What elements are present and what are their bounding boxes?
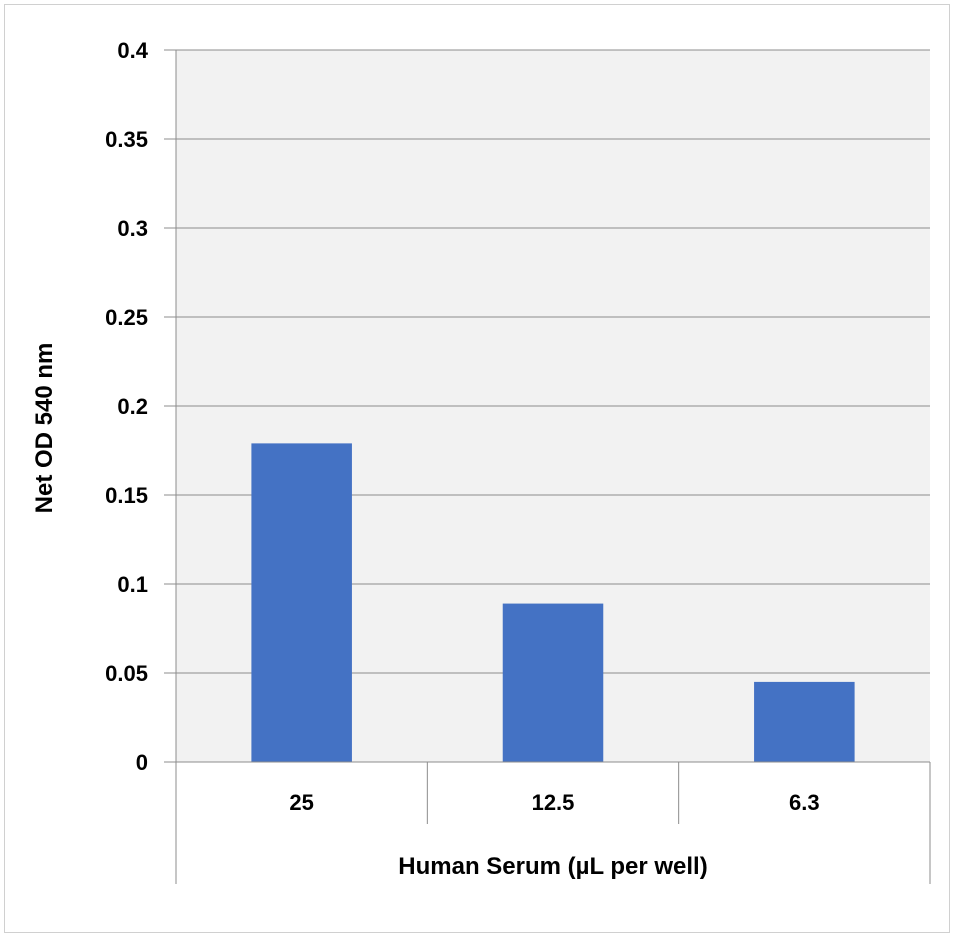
x-tick-label: 25 [289,790,313,815]
y-tick-label: 0.3 [117,216,148,241]
x-axis-title: Human Serum (µL per well) [398,853,707,880]
x-tick-labels: 25 12.5 6.3 [289,790,819,815]
bar-6.3 [754,681,855,762]
x-tick-label: 12.5 [532,790,575,815]
y-tick-label: 0.05 [105,661,148,686]
y-tick-labels: 0 0.05 0.1 0.15 0.2 0.25 0.3 0.35 0.4 [105,38,149,775]
y-tick-label: 0.4 [117,38,148,63]
y-axis-title: Net OD 540 nm [31,343,58,514]
y-tick-label: 0.1 [117,572,148,597]
bar-25 [251,443,352,762]
axes [164,50,931,884]
bars [251,443,855,762]
y-tick-label: 0.15 [105,483,148,508]
y-tick-label: 0.25 [105,305,148,330]
x-tick-label: 6.3 [789,790,820,815]
y-tick-label: 0.35 [105,127,148,152]
y-tick-label: 0.2 [117,394,148,419]
bar-12.5 [502,603,604,762]
y-tick-label: 0 [136,750,148,775]
